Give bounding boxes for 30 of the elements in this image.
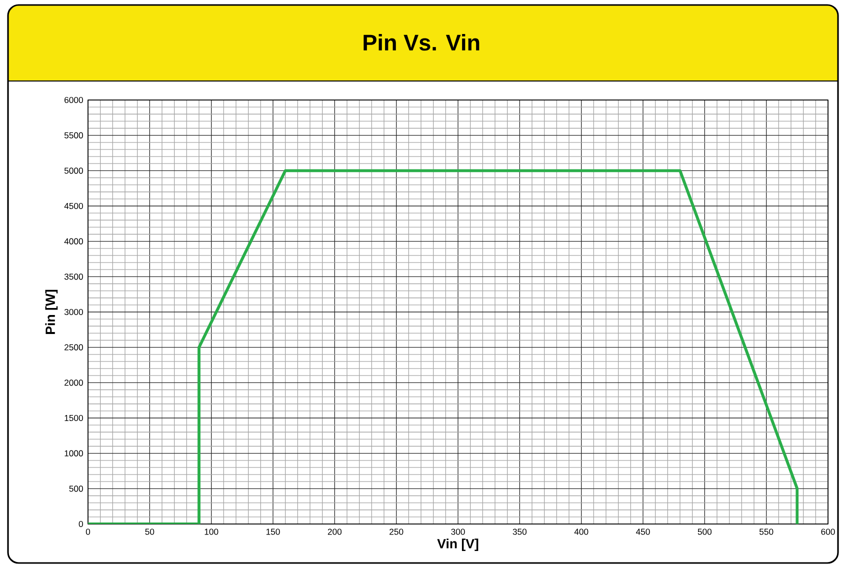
y-tick-label: 5000 [64,168,83,174]
line-series [88,169,799,524]
x-tick-label: 250 [390,528,404,535]
x-tick-label: 500 [698,528,712,535]
x-tick-label: 350 [512,528,527,535]
y-tick-label: 1500 [64,414,83,422]
y-tick-label: 2000 [64,380,83,386]
x-tick-label: 300 [451,528,465,535]
y-tick-label: 1000 [64,450,83,456]
y-tick-label: 6000 [64,96,83,104]
x-tick-label: 100 [204,528,218,535]
x-tick-label: 550 [760,528,774,535]
x-axis-title: Vin [V] [437,538,478,551]
y-tick-label: 2500 [64,344,83,350]
y-tick-label: 500 [69,486,83,492]
y-tick-label: 4000 [64,238,83,244]
y-tick-label: 3000 [64,308,83,316]
x-tick-label: 200 [328,528,342,535]
x-tick-label: 150 [266,528,280,535]
y-tick-label: 3500 [64,274,83,280]
y-axis-title: Pin [W] [45,290,58,334]
x-tick-label: 400 [574,528,588,535]
x-tick-label: 50 [145,528,154,535]
x-tick-label: 0 [86,528,90,535]
chart-title: Pin Vs. Vin [364,34,480,51]
y-tick-label: 0 [78,520,83,528]
y-tick-label: 5500 [64,132,83,138]
x-tick-label: 600 [821,528,835,535]
x-tick-label: 450 [636,528,650,535]
y-tick-label: 4500 [64,202,83,210]
